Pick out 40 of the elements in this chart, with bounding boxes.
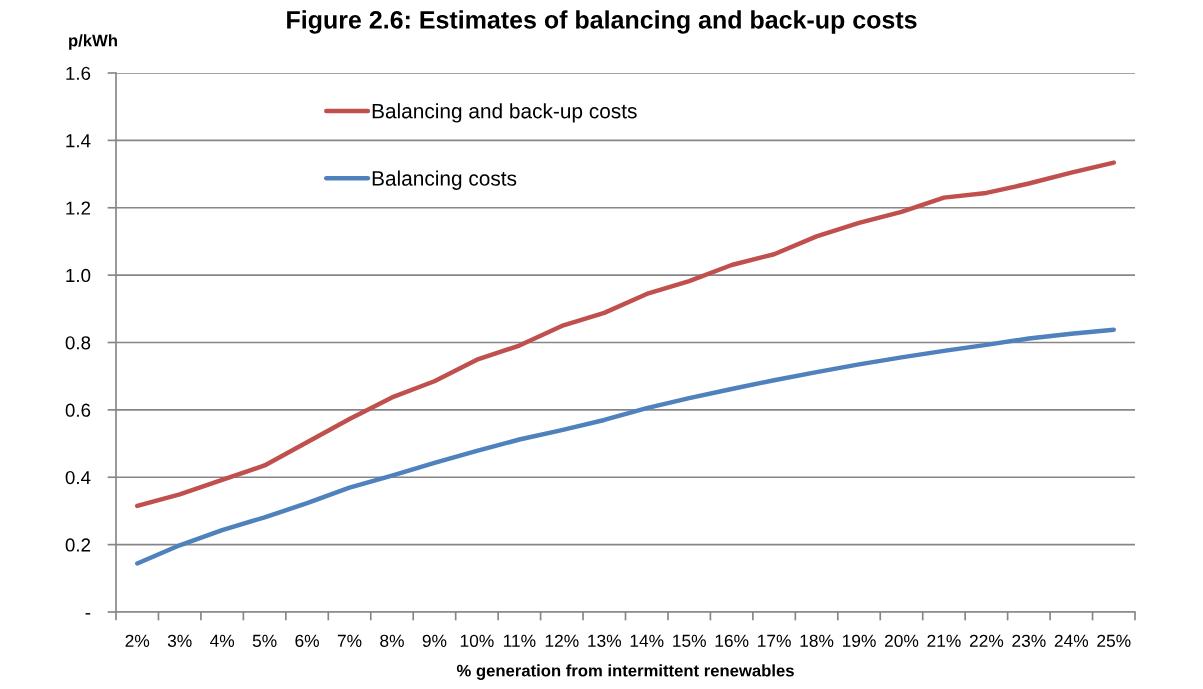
x-tick-label: 6%	[295, 634, 319, 647]
y-tick-label: 0.8	[65, 336, 91, 350]
legend-label: Balancing costs	[372, 170, 517, 190]
chart-title: Figure 2.6: Estimates of balancing and back-up costs	[287, 10, 917, 34]
x-tick-label: 16%	[715, 634, 749, 647]
x-tick-label: 23%	[1012, 634, 1046, 647]
y-tick-label: 1.2	[66, 201, 91, 215]
x-tick-label: 21%	[927, 634, 961, 647]
x-tick-label: 22%	[969, 634, 1004, 647]
y-tick-label: -	[85, 613, 91, 615]
line-series	[135, 160, 1116, 509]
x-tick-label: 18%	[800, 634, 834, 647]
x-tick-label: 15%	[673, 634, 706, 647]
x-tick-label: 17%	[758, 634, 791, 647]
x-tick-label: 13%	[588, 634, 622, 647]
x-tick-label: 24%	[1054, 634, 1089, 647]
x-tick-label: 2%	[125, 634, 150, 647]
x-tick-label: 25%	[1097, 634, 1131, 647]
y-tick-label: 1.4	[66, 134, 91, 148]
x-tick-label: 14%	[630, 634, 664, 647]
x-tick-label: 20%	[884, 634, 919, 647]
x-tick-label: 11%	[503, 634, 536, 647]
y-tick-label: 1.0	[66, 268, 91, 283]
x-tick-label: 7%	[337, 634, 362, 647]
y-tick-label: 0.6	[65, 403, 91, 417]
legend-label: Balancing and back-up costs	[372, 103, 637, 123]
x-axis-title: % generation from intermittent renewables	[456, 664, 794, 680]
x-tick-label: 10%	[460, 634, 494, 647]
y-tick-label: 1.6	[66, 66, 91, 80]
x-tick-label: 4%	[210, 634, 235, 647]
x-tick-label: 8%	[380, 634, 404, 647]
x-tick-label: 3%	[167, 634, 192, 647]
y-axis-title: p/kWh	[69, 34, 117, 50]
x-tick-label: 9%	[422, 634, 447, 647]
x-tick-label: 19%	[842, 634, 876, 647]
line-series	[135, 327, 1116, 566]
y-tick-label: 0.4	[65, 470, 91, 485]
x-tick-label: 12%	[545, 634, 579, 647]
x-tick-label: 5%	[252, 634, 277, 647]
y-tick-label: 0.2	[65, 538, 91, 552]
